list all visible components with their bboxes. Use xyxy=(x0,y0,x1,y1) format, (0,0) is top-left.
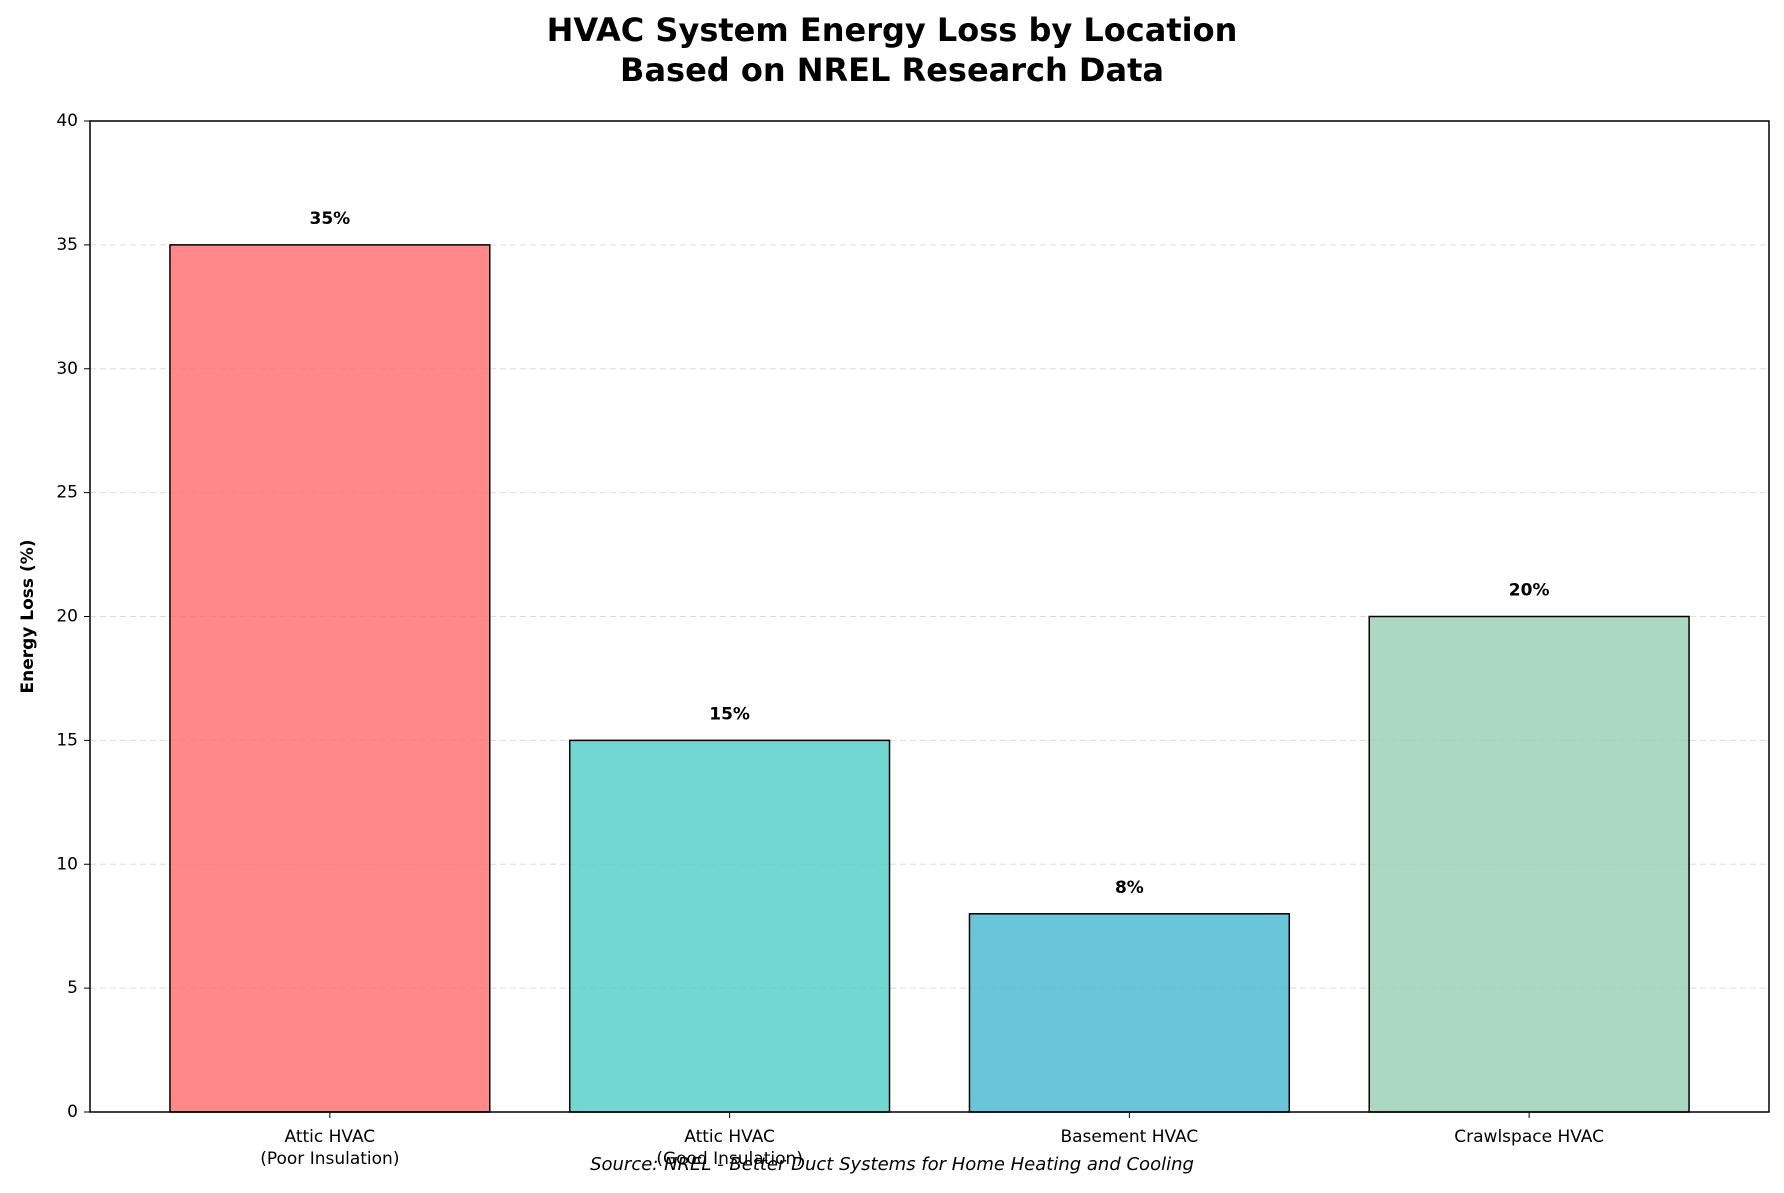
source-note: Source: NREL - Better Duct Systems for H… xyxy=(590,1154,1194,1175)
y-tick-label: 20 xyxy=(56,607,78,627)
plot-frame xyxy=(89,120,1770,1113)
x-tick-label: Crawlspace HVAC xyxy=(1454,1127,1604,1147)
bar xyxy=(568,739,891,1113)
y-axis-label: Energy Loss (%) xyxy=(18,539,38,693)
bar xyxy=(968,913,1291,1113)
x-tick-label: Attic HVAC (Good Insulation) xyxy=(656,1127,803,1170)
bar xyxy=(169,244,491,1113)
x-tick-label: Attic HVAC (Poor Insulation) xyxy=(260,1127,400,1170)
y-tick-label: 0 xyxy=(67,1102,78,1122)
value-label: 35% xyxy=(310,209,351,229)
y-tick-label: 10 xyxy=(56,854,78,874)
y-tick-label: 35 xyxy=(56,235,78,255)
y-tick-label: 5 xyxy=(67,978,78,998)
y-tick-label: 15 xyxy=(56,730,78,750)
bar xyxy=(1368,615,1690,1113)
y-tick-label: 40 xyxy=(56,111,78,131)
chart-title: HVAC System Energy Loss by Location Base… xyxy=(546,11,1238,89)
y-tick-label: 25 xyxy=(56,483,78,503)
y-tick-label: 30 xyxy=(56,359,78,379)
x-tick-label: Basement HVAC xyxy=(1060,1127,1199,1147)
value-label: 20% xyxy=(1509,581,1550,601)
value-label: 15% xyxy=(709,704,750,724)
value-label: 8% xyxy=(1115,878,1144,898)
